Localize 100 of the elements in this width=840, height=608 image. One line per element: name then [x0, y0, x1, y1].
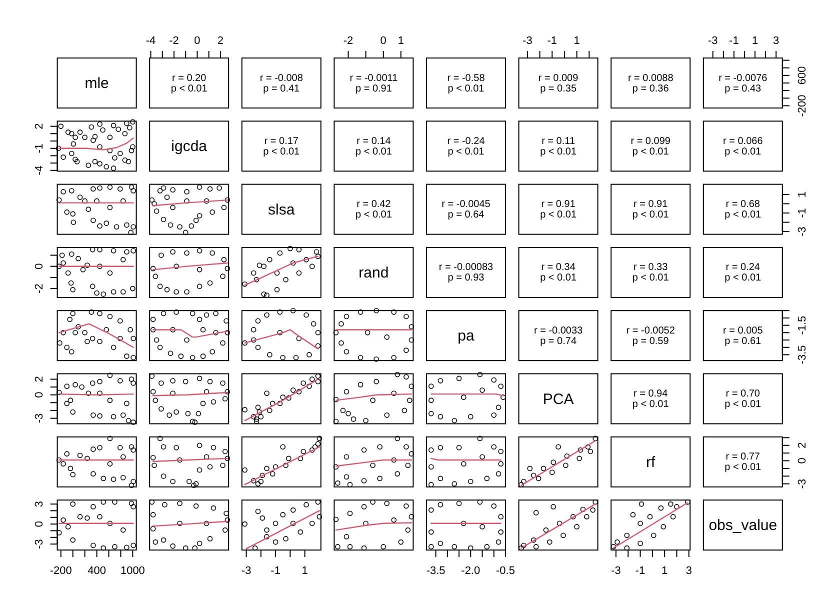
point: [638, 501, 644, 507]
point: [97, 514, 102, 520]
text: p = 0.41: [263, 82, 300, 94]
point: [377, 444, 382, 450]
point: [258, 414, 264, 420]
point: [207, 186, 213, 192]
point: [79, 384, 84, 390]
point: [170, 378, 176, 384]
point: [224, 318, 229, 324]
point: [112, 155, 118, 161]
point: [70, 287, 76, 292]
point: [498, 461, 504, 466]
point: [398, 539, 404, 545]
x-tick-label: 1000: [120, 565, 145, 578]
point: [358, 382, 364, 388]
text: r = 0.91: [634, 198, 668, 210]
point: [68, 280, 74, 286]
point: [221, 204, 227, 210]
point: [480, 454, 485, 460]
text: pa: [458, 327, 475, 344]
point: [207, 536, 213, 542]
x-tick-label: 2: [217, 35, 224, 47]
point: [68, 398, 74, 403]
point: [438, 540, 444, 546]
point: [182, 545, 188, 551]
point: [384, 500, 390, 506]
point: [116, 126, 121, 132]
point: [404, 503, 409, 509]
text: r = 0.0088: [628, 72, 674, 84]
point: [564, 453, 570, 459]
point: [468, 545, 474, 551]
point: [264, 312, 270, 318]
point: [280, 394, 286, 400]
point: [316, 436, 322, 442]
point: [110, 248, 116, 254]
point: [124, 249, 130, 255]
x-tick-label: 0: [380, 35, 386, 47]
point: [384, 412, 390, 418]
point: [204, 198, 210, 204]
point: [120, 257, 126, 262]
point: [428, 544, 434, 550]
point: [76, 324, 81, 330]
point: [477, 499, 483, 505]
text: p = 0.59: [632, 335, 670, 346]
point: [277, 330, 283, 336]
point: [196, 410, 202, 416]
point: [391, 309, 397, 315]
point: [638, 540, 643, 546]
point: [272, 464, 278, 470]
point: [90, 471, 96, 476]
point: [130, 478, 136, 484]
point: [120, 289, 126, 295]
point: [126, 158, 132, 164]
x-tick-label: -1: [547, 35, 558, 47]
point: [158, 252, 164, 258]
point: [344, 474, 350, 480]
point: [97, 264, 102, 269]
point: [315, 254, 321, 259]
point: [191, 482, 196, 488]
point: [242, 521, 248, 527]
point: [300, 448, 306, 454]
point: [160, 185, 166, 191]
point: [97, 247, 102, 252]
point: [64, 451, 70, 456]
point: [592, 436, 598, 442]
point: [128, 376, 134, 382]
point: [90, 504, 96, 510]
point: [290, 388, 296, 393]
point: [267, 352, 272, 358]
text: r = -0.0033: [534, 324, 584, 336]
annotation: p = 0.35: [540, 82, 577, 94]
point: [117, 445, 123, 450]
point: [56, 457, 62, 463]
point: [222, 527, 228, 533]
point: [92, 158, 98, 164]
annotation: p < 0.01: [170, 82, 208, 94]
point: [578, 447, 584, 453]
x-tick-label: -3.5: [426, 565, 446, 578]
point: [580, 506, 586, 512]
point: [670, 514, 676, 520]
point: [477, 436, 483, 442]
point: [216, 185, 222, 191]
text: p < 0.01: [724, 398, 762, 410]
point: [97, 413, 102, 419]
point: [192, 420, 198, 425]
annotation: p < 0.01: [724, 209, 762, 220]
y-tick-label: -3: [796, 478, 808, 489]
point: [277, 309, 283, 315]
point: [363, 418, 368, 424]
point: [255, 344, 261, 350]
point: [394, 436, 400, 442]
text: r = 0.91: [541, 198, 576, 210]
point: [68, 466, 74, 472]
point: [90, 284, 96, 289]
point: [160, 310, 166, 316]
point: [130, 119, 136, 125]
x-tick-label: -200: [50, 565, 72, 578]
point: [158, 380, 164, 386]
point: [64, 400, 70, 406]
point: [192, 545, 198, 551]
